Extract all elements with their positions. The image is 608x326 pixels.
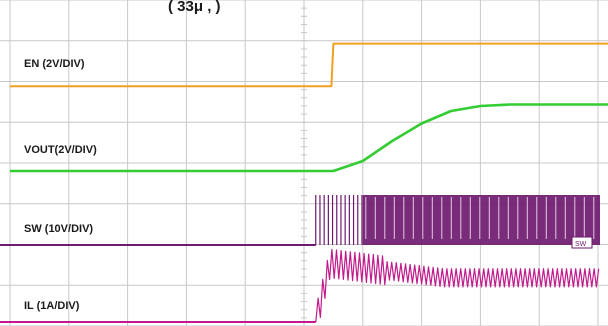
label-il: IL (1A/DIV) xyxy=(24,300,80,312)
traces xyxy=(0,42,608,323)
trace-sw-dense xyxy=(362,195,600,245)
trace-en xyxy=(10,42,608,88)
channel-marker-sw: SW xyxy=(571,236,593,249)
trace-il xyxy=(315,248,600,323)
label-vout: VOUT(2V/DIV) xyxy=(24,144,97,156)
header-fragment: ( 33μ , ) xyxy=(168,0,221,15)
label-en: EN (2V/DIV) xyxy=(24,58,85,70)
channel-marker-sw-text: SW xyxy=(575,241,587,248)
label-sw: SW (10V/DIV) xyxy=(24,223,93,235)
trace-vout xyxy=(10,103,608,173)
